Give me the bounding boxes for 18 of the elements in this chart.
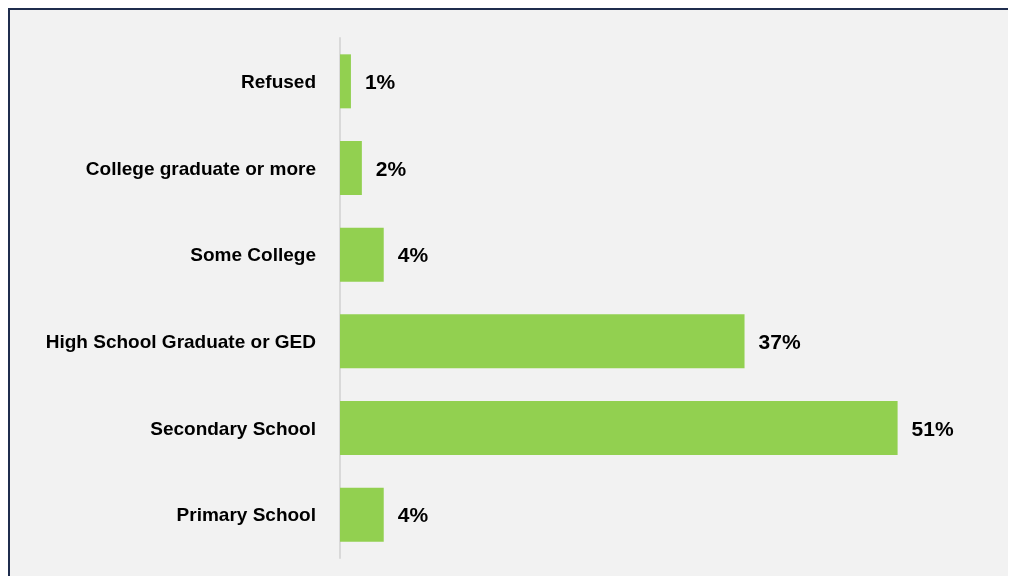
data-label: 4% — [397, 243, 429, 267]
y-tick-label: High School Graduate or GED — [45, 330, 316, 352]
data-label: 37% — [758, 329, 801, 353]
data-label: 51% — [911, 416, 954, 440]
bar — [340, 314, 745, 369]
y-tick-label: Some College — [190, 244, 316, 266]
bar — [340, 227, 384, 282]
y-tick-label: Primary School — [176, 504, 316, 526]
y-tick-label: College graduate or more — [85, 157, 316, 179]
data-label: 4% — [397, 503, 429, 527]
bar — [340, 141, 362, 195]
y-tick-label: Refused — [241, 70, 316, 92]
y-tick-label: Secondary School — [150, 417, 316, 439]
data-label: 1% — [364, 69, 396, 93]
bar — [340, 401, 898, 455]
bar — [340, 487, 384, 542]
data-label: 2% — [375, 156, 407, 180]
bar — [340, 54, 351, 109]
